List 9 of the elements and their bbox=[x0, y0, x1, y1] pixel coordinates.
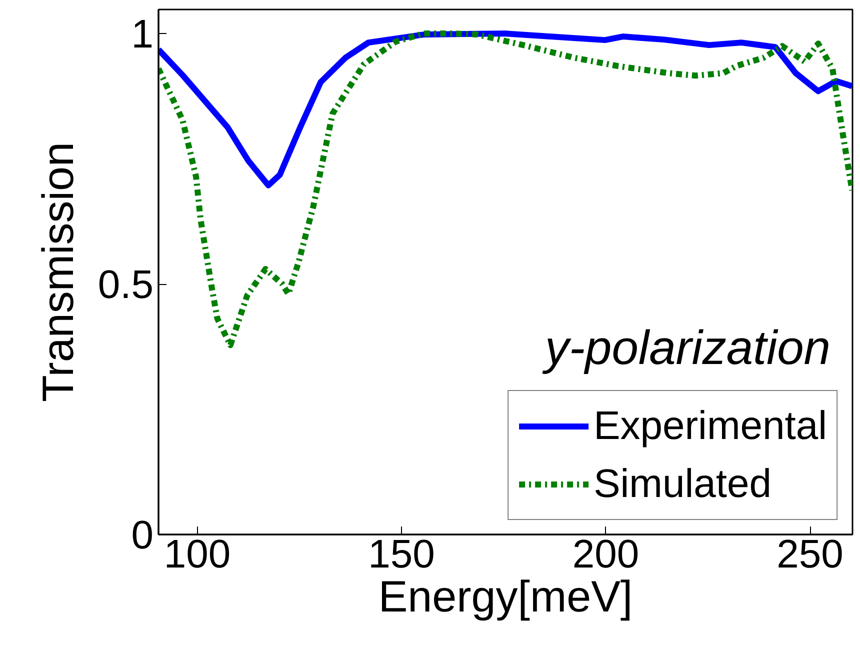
y-tick-label: 0 bbox=[131, 514, 154, 558]
y-tick-label: 0.5 bbox=[98, 263, 154, 308]
legend-label: Experimental bbox=[594, 402, 827, 450]
x-tick-label: 250 bbox=[776, 532, 844, 576]
y-tick-label: 1 bbox=[131, 12, 154, 57]
annotation: y-polarization bbox=[542, 322, 830, 375]
legend-label: Simulated bbox=[594, 460, 772, 508]
y-axis-title: Transmission bbox=[34, 142, 83, 402]
x-tick-label: 100 bbox=[164, 532, 231, 576]
